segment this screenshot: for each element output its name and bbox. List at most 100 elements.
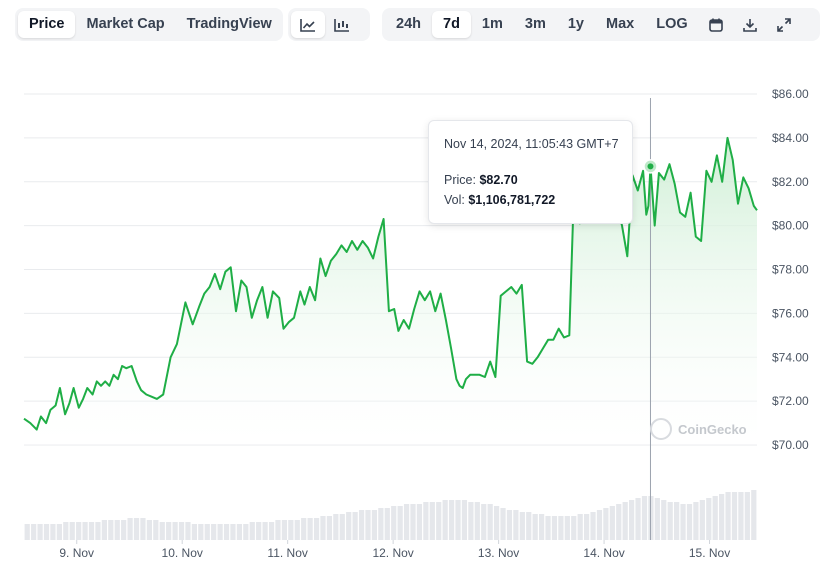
y-tick-label: $80.00	[772, 219, 809, 233]
volume-bar	[146, 520, 152, 540]
x-tick-label: 12. Nov	[372, 546, 413, 560]
volume-bar	[95, 522, 101, 540]
volume-bar	[365, 510, 371, 540]
volume-bar	[506, 510, 513, 540]
volume-bar	[24, 524, 30, 540]
volume-bar	[635, 498, 641, 540]
coingecko-watermark: CoinGecko	[650, 418, 747, 440]
volume-bar	[699, 500, 705, 540]
volume-bar	[526, 512, 532, 540]
volume-bar	[391, 506, 397, 540]
volume-bar	[429, 502, 435, 540]
volume-bar	[500, 508, 506, 540]
volume-bar	[538, 514, 545, 540]
volume-bar	[622, 502, 628, 540]
volume-bar	[725, 492, 731, 540]
volume-bar	[583, 514, 590, 540]
volume-bar	[191, 524, 198, 540]
volume-bar	[153, 520, 159, 540]
range-24h[interactable]: 24h	[396, 16, 421, 32]
volume-bar	[654, 498, 660, 540]
volume-bar	[313, 518, 320, 540]
range-max[interactable]: Max	[606, 16, 635, 32]
y-tick-label: $72.00	[772, 394, 809, 408]
volume-bar	[513, 510, 519, 540]
volume-bar	[629, 500, 635, 540]
volume-bar	[564, 516, 570, 540]
volume-bar	[680, 504, 686, 540]
volume-bar	[50, 524, 56, 540]
volume-bar	[455, 500, 461, 540]
calendar-icon[interactable]	[699, 11, 733, 38]
volume-bar	[178, 522, 185, 540]
expand-icon[interactable]	[767, 11, 801, 38]
volume-bar	[63, 522, 69, 540]
tooltip-price-label: Price:	[444, 173, 476, 187]
volume-bar	[603, 508, 609, 540]
tab-price[interactable]: Price	[18, 11, 76, 38]
volume-bar	[101, 520, 107, 540]
volume-bar	[461, 500, 468, 540]
volume-bar	[249, 522, 255, 540]
volume-bar	[88, 522, 95, 540]
volume-bar	[133, 518, 140, 540]
volume-bar	[243, 524, 249, 540]
download-icon[interactable]	[733, 11, 767, 38]
view-tab-group: Price Market Cap TradingView	[15, 8, 283, 41]
volume-bar	[31, 524, 37, 540]
range-7d[interactable]: 7d	[432, 11, 471, 38]
volume-bar	[223, 524, 230, 540]
volume-bar	[545, 516, 551, 540]
tooltip-volume-value: $1,106,781,722	[468, 193, 556, 207]
range-1m[interactable]: 1m	[481, 16, 503, 32]
volume-bar	[410, 504, 416, 540]
volume-bar	[416, 504, 423, 540]
volume-bar	[262, 522, 268, 540]
x-tick-label: 15. Nov	[689, 546, 730, 560]
tab-tradingview[interactable]: TradingView	[186, 16, 272, 32]
log-scale-toggle[interactable]: LOG	[656, 16, 688, 32]
candlestick-chart-icon[interactable]	[325, 11, 359, 38]
volume-bar	[307, 518, 313, 540]
volume-bar	[339, 514, 345, 540]
volume-bar	[474, 502, 480, 540]
range-3m[interactable]: 3m	[524, 16, 546, 32]
hover-point-core	[647, 163, 654, 170]
volume-bar	[121, 520, 127, 540]
volume-bar	[230, 524, 236, 540]
volume-bar	[326, 516, 333, 540]
tooltip-price-row: Price: $82.70	[444, 173, 518, 187]
volume-bar	[37, 524, 43, 540]
volume-bar	[719, 494, 725, 540]
volume-bar	[686, 504, 693, 540]
volume-bar	[108, 520, 114, 540]
volume-bar	[616, 504, 622, 540]
volume-bar	[127, 518, 133, 540]
range-1y[interactable]: 1y	[567, 16, 584, 32]
volume-bar	[674, 502, 680, 540]
line-chart-icon[interactable]	[291, 11, 325, 38]
volume-bar	[532, 514, 538, 540]
volume-bar	[346, 512, 352, 540]
volume-bar	[493, 506, 500, 540]
chart-type-group	[288, 8, 370, 41]
coingecko-logo-icon	[650, 418, 672, 440]
tab-market-cap[interactable]: Market Cap	[86, 16, 165, 32]
volume-bar	[301, 518, 307, 540]
volume-bar	[371, 510, 378, 540]
x-tick-label: 11. Nov	[267, 546, 307, 560]
volume-bar	[159, 522, 165, 540]
volume-bar	[140, 518, 146, 540]
volume-bar	[352, 512, 358, 540]
tooltip-volume-label: Vol:	[444, 193, 465, 207]
volume-bar	[403, 504, 410, 540]
volume-bar	[333, 514, 339, 540]
volume-bar	[693, 502, 699, 540]
volume-bar	[56, 524, 62, 540]
volume-bar	[551, 516, 558, 540]
tooltip-price-value: $82.70	[479, 173, 518, 187]
price-area-fill	[24, 137, 757, 445]
volume-bar	[397, 506, 403, 540]
volume-bar	[172, 522, 178, 540]
